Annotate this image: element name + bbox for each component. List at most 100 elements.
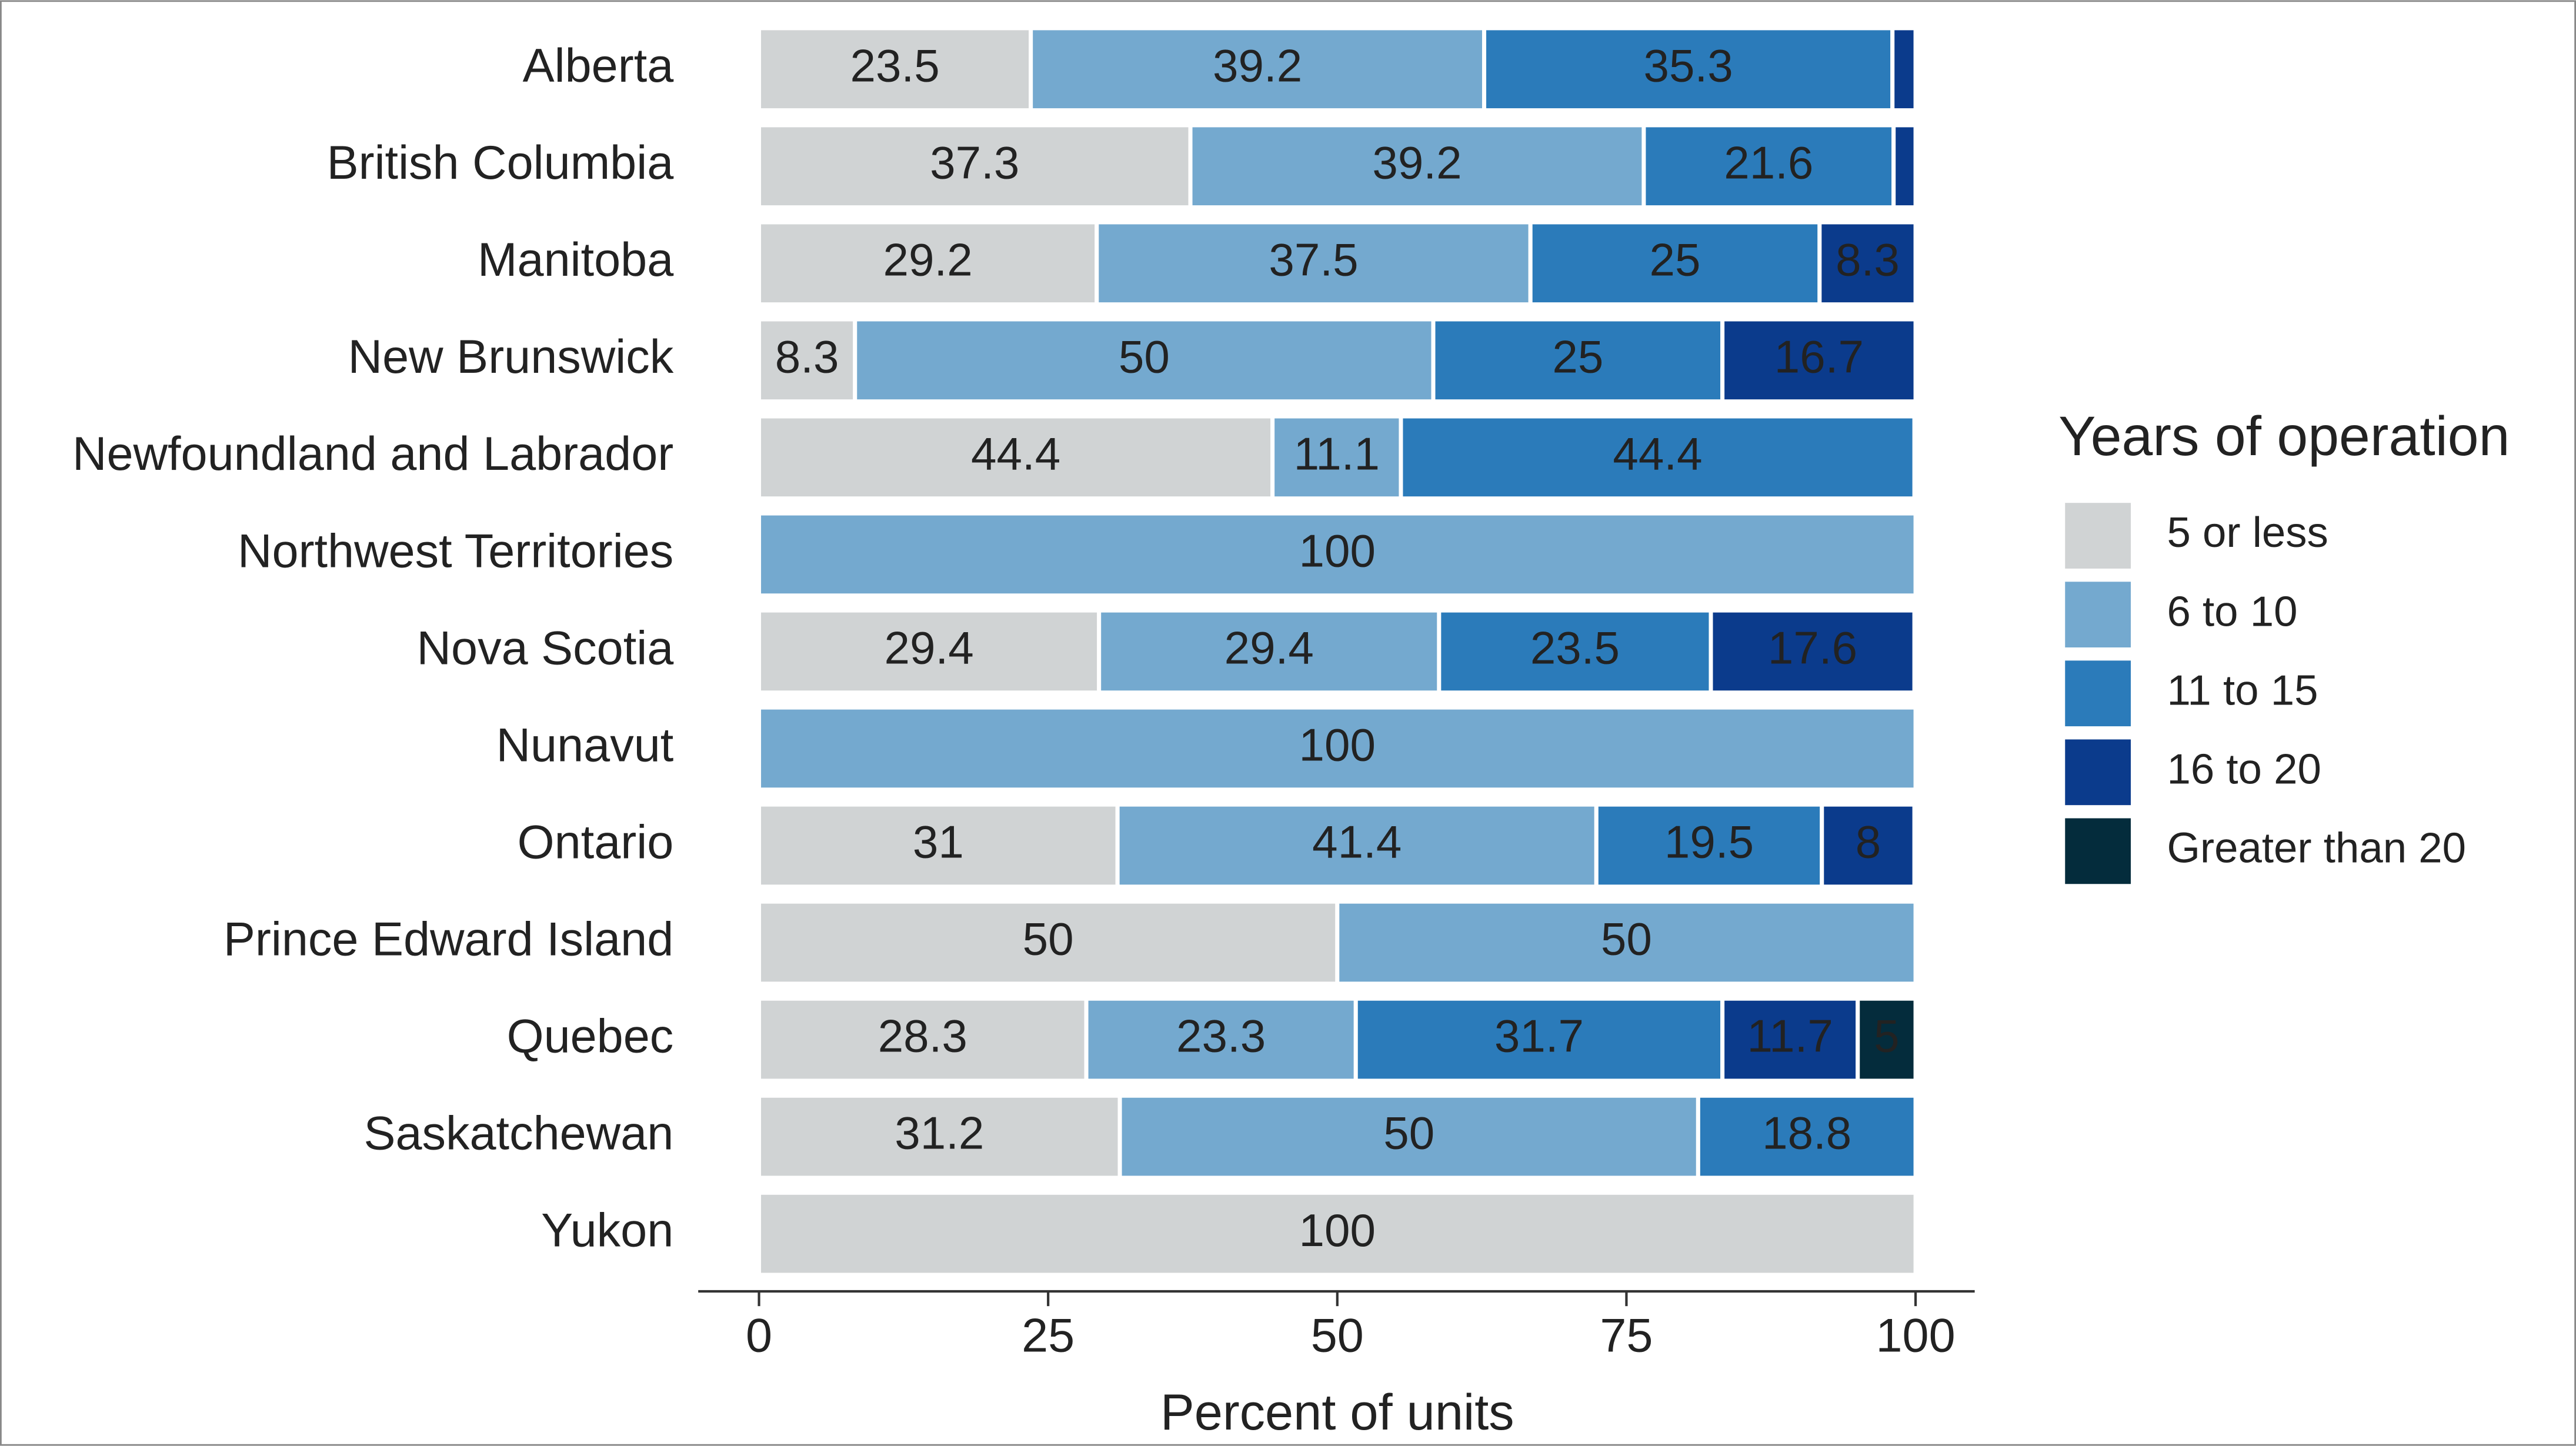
bar-segment	[1528, 220, 1822, 307]
data-label: 18.8	[1762, 1107, 1851, 1159]
x-tick-label: 75	[1600, 1309, 1653, 1362]
x-tick-label: 50	[1311, 1309, 1364, 1362]
data-label: 37.5	[1269, 233, 1358, 285]
data-label: 50	[1601, 913, 1652, 965]
bar-segment	[1117, 1093, 1700, 1180]
data-label: 100	[1299, 1204, 1376, 1256]
y-tick-label: British Columbia	[327, 136, 675, 189]
x-tick-label: 100	[1876, 1309, 1955, 1362]
data-label: 5	[1874, 1010, 1900, 1062]
x-tick-label: 0	[746, 1309, 772, 1362]
legend-swatch	[2065, 503, 2131, 569]
bar-segment	[1399, 414, 1917, 501]
legend-swatch	[2065, 660, 2131, 727]
data-label: 44.4	[971, 428, 1060, 480]
y-tick-label: Nunavut	[496, 719, 674, 772]
data-label: 31.2	[895, 1107, 984, 1159]
bar-segment	[1820, 802, 1917, 889]
legend-label: 11 to 15	[2167, 666, 2318, 714]
data-label: 41.4	[1312, 816, 1402, 868]
legend-title: Years of operation	[2058, 405, 2510, 467]
data-label: 35.3	[1644, 39, 1733, 91]
bar-segment	[1696, 1093, 1918, 1180]
data-label: 50	[1023, 913, 1074, 965]
y-tick-label: Manitoba	[478, 233, 674, 286]
data-label: 8.3	[775, 330, 839, 382]
bar-segment	[1594, 802, 1824, 889]
data-label: 100	[1299, 719, 1376, 771]
bar-segment	[1188, 123, 1646, 210]
x-tick-label: 25	[1022, 1309, 1075, 1362]
legend-swatch	[2065, 582, 2131, 648]
data-label: 17.6	[1768, 622, 1857, 674]
y-tick-label: Nova Scotia	[417, 622, 675, 674]
data-label: 39.2	[1372, 136, 1461, 188]
legend-swatch	[2065, 818, 2131, 884]
bar-segment	[1856, 996, 1918, 1083]
data-label: 37.3	[930, 136, 1019, 188]
y-tick-label: Saskatchewan	[363, 1107, 673, 1160]
legend-swatch	[2065, 739, 2131, 806]
bar-segment	[1353, 996, 1725, 1083]
data-label: 31	[913, 816, 964, 868]
bar-segment	[1720, 317, 1918, 404]
y-tick-label: Yukon	[541, 1204, 673, 1257]
y-tick-label: Northwest Territories	[238, 525, 673, 577]
data-label: 29.4	[885, 622, 974, 674]
y-tick-label: Quebec	[507, 1010, 674, 1063]
y-tick-label: Alberta	[523, 39, 675, 92]
data-label: 23.5	[850, 39, 939, 91]
bar-segment	[1115, 802, 1599, 889]
x-axis-title: Percent of units	[1160, 1384, 1514, 1441]
data-label: 28.3	[878, 1010, 967, 1062]
data-label: 25	[1650, 233, 1701, 285]
bar-segment	[1482, 26, 1895, 113]
data-label: 44.4	[1613, 428, 1702, 480]
bar-segment	[757, 899, 1340, 986]
bar-segment	[1641, 123, 1896, 210]
data-label: 16.7	[1774, 330, 1864, 382]
bar-segment	[1095, 220, 1533, 307]
data-label: 8	[1856, 816, 1881, 868]
data-label: 11.1	[1294, 428, 1380, 480]
data-label: 29.4	[1224, 622, 1314, 674]
legend-label: 5 or less	[2167, 509, 2328, 556]
data-label: 50	[1119, 330, 1170, 382]
bar-segment	[1890, 26, 1918, 113]
bar-segment	[1270, 414, 1403, 501]
legend-label: Greater than 20	[2167, 824, 2466, 872]
bar-segment	[757, 511, 1918, 598]
bar-segment	[1817, 220, 1918, 307]
data-label: 23.5	[1530, 622, 1620, 674]
bar-segment	[757, 317, 857, 404]
bar-segment	[757, 705, 1918, 792]
bar-segment	[1335, 899, 1918, 986]
data-label: 50	[1383, 1107, 1434, 1159]
bar-segment	[1709, 608, 1917, 695]
bar-segment	[1891, 123, 1918, 210]
bar-segment	[1084, 996, 1358, 1083]
y-tick-label: Newfoundland and Labrador	[72, 428, 673, 480]
data-label: 39.2	[1213, 39, 1302, 91]
bar-segment	[757, 1190, 1918, 1277]
bar-segment	[757, 220, 1099, 307]
data-label: 29.2	[883, 233, 973, 285]
bar-segment	[853, 317, 1436, 404]
data-label: 19.5	[1664, 816, 1754, 868]
data-label: 31.7	[1494, 1010, 1584, 1062]
y-tick-label: Ontario	[518, 816, 674, 869]
y-tick-label: Prince Edward Island	[223, 913, 673, 966]
bar-segment	[757, 1093, 1122, 1180]
data-label: 11.7	[1747, 1010, 1833, 1062]
data-label: 25	[1552, 330, 1603, 382]
data-label: 23.3	[1176, 1010, 1266, 1062]
bar-segment	[1431, 317, 1725, 404]
data-label: 8.3	[1836, 233, 1900, 285]
bar-segment	[757, 996, 1089, 1083]
y-tick-label: New Brunswick	[348, 330, 674, 383]
legend-label: 6 to 10	[2167, 587, 2297, 635]
bar-segment	[757, 123, 1193, 210]
legend-label: 16 to 20	[2167, 745, 2321, 793]
